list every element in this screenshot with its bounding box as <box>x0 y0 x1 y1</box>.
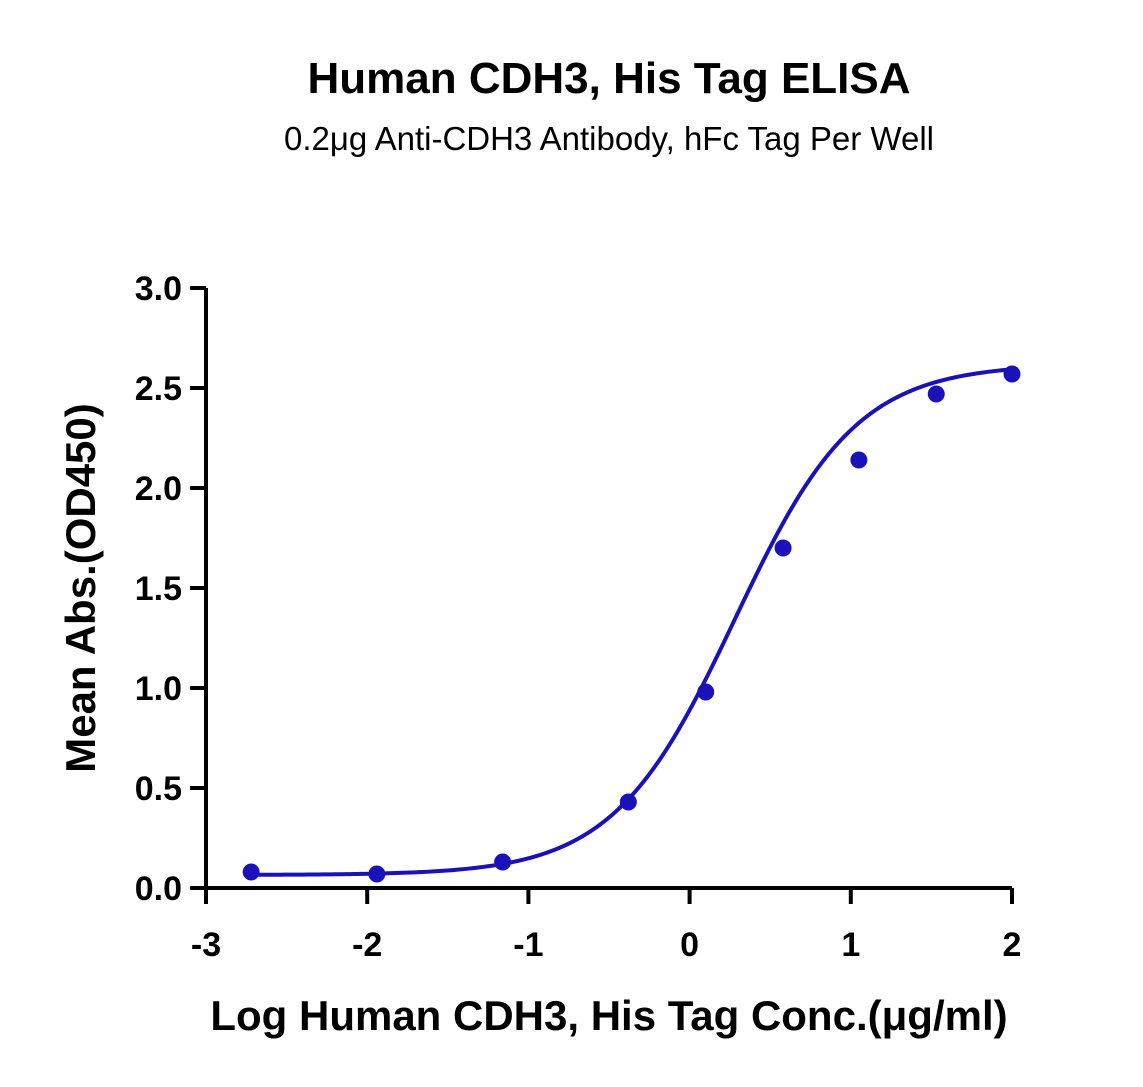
data-point <box>927 385 945 403</box>
y-tick-label: 1.0 <box>135 670 182 708</box>
x-tick-label: -1 <box>513 926 543 964</box>
data-point <box>1003 365 1021 383</box>
chart-title: Human CDH3, His Tag ELISA <box>307 54 910 103</box>
chart-subtitle: 0.2μg Anti-CDH3 Antibody, hFc Tag Per We… <box>284 120 934 157</box>
y-tick-label: 1.5 <box>135 570 182 608</box>
data-point <box>619 793 637 811</box>
y-tick-label: 0.5 <box>135 770 182 808</box>
y-axis-label: Mean Abs.(OD450) <box>57 403 104 773</box>
x-tick-label: 2 <box>1003 926 1022 964</box>
data-points <box>242 365 1021 883</box>
y-ticks: 0.0 0.5 1.0 1.5 2.0 2.5 3.0 <box>135 270 206 908</box>
y-tick-label: 3.0 <box>135 270 182 308</box>
data-point <box>774 539 792 557</box>
x-tick-label: 0 <box>680 926 699 964</box>
y-tick-label: 2.0 <box>135 470 182 508</box>
x-axis-label: Log Human CDH3, His Tag Conc.(μg/ml) <box>210 992 1007 1039</box>
data-point <box>494 853 512 871</box>
x-tick-label: -3 <box>191 926 221 964</box>
axes <box>204 288 1012 890</box>
data-point <box>850 451 868 469</box>
x-tick-label: -2 <box>352 926 382 964</box>
y-tick-label: 2.5 <box>135 370 182 408</box>
data-point <box>368 865 386 883</box>
data-point <box>242 863 260 881</box>
x-tick-label: 1 <box>841 926 860 964</box>
y-tick-label: 0.0 <box>135 870 182 908</box>
data-point <box>697 683 715 701</box>
x-ticks: -3 -2 -1 0 1 2 <box>191 888 1022 964</box>
